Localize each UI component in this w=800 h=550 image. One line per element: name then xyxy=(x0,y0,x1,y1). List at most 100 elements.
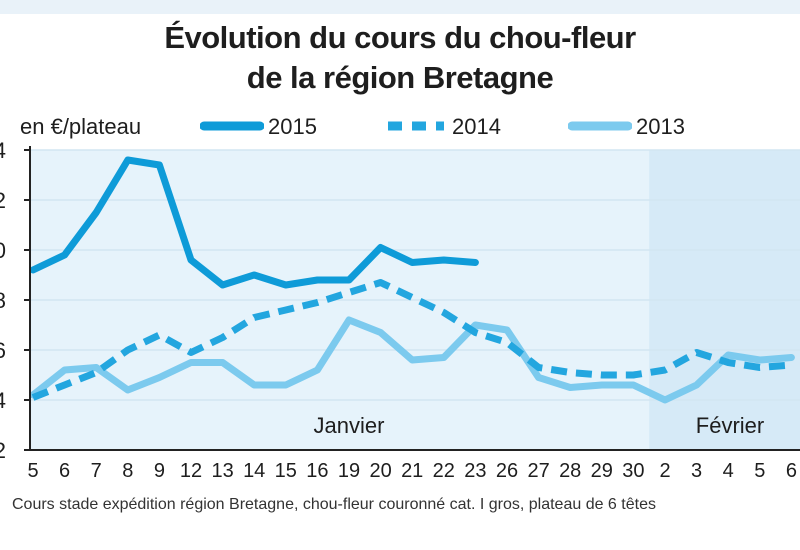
x-tick-label: 21 xyxy=(401,460,423,482)
data-point-2014 xyxy=(63,384,66,387)
x-tick-label: 19 xyxy=(338,460,360,482)
data-point-2015 xyxy=(411,261,414,264)
data-point-2015 xyxy=(379,246,382,249)
data-point-2015 xyxy=(316,279,319,282)
y-tick-label: 12 xyxy=(0,188,6,213)
data-point-2015 xyxy=(190,259,193,262)
data-point-2014 xyxy=(632,374,635,377)
x-tick-label: 20 xyxy=(369,460,391,482)
chart-title: Évolution du cours du chou-fleur de la r… xyxy=(0,18,800,98)
legend-swatch-2015 xyxy=(200,121,264,131)
top-band xyxy=(0,0,800,14)
data-point-2014 xyxy=(348,291,351,294)
legend-label-2014: 2014 xyxy=(452,114,501,139)
data-point-2013 xyxy=(695,384,698,387)
data-point-2013 xyxy=(379,331,382,334)
data-point-2013 xyxy=(506,329,509,332)
data-point-2015 xyxy=(126,159,129,162)
series-line-2013 xyxy=(29,316,795,404)
data-point-2015 xyxy=(32,269,35,272)
data-point-2014 xyxy=(537,366,540,369)
x-tick-label: 15 xyxy=(275,460,297,482)
x-tick-label: 22 xyxy=(433,460,455,482)
y-tick-label: 2 xyxy=(0,438,6,463)
x-tick-label: 8 xyxy=(122,460,133,482)
y-tick-label: 6 xyxy=(0,338,6,363)
chart-title-line2: de la région Bretagne xyxy=(246,60,554,95)
data-point-2015 xyxy=(284,284,287,287)
x-tick-label: 26 xyxy=(496,460,518,482)
x-tick-label: 30 xyxy=(622,460,644,482)
data-point-2015 xyxy=(474,261,477,264)
data-point-2014 xyxy=(474,331,477,334)
data-point-2014 xyxy=(442,311,445,314)
x-tick-label: 12 xyxy=(180,460,202,482)
data-point-2013 xyxy=(316,369,319,372)
data-point-2014 xyxy=(379,281,382,284)
x-tick-label: 13 xyxy=(211,460,233,482)
data-point-2013 xyxy=(537,376,540,379)
data-point-2014 xyxy=(221,336,224,339)
data-point-2015 xyxy=(63,254,66,257)
legend-label-2015: 2015 xyxy=(268,114,317,139)
y-tick-label: 4 xyxy=(0,388,6,413)
data-point-2015 xyxy=(158,164,161,167)
x-tick-label: 2 xyxy=(659,460,670,482)
legend-label-2013: 2013 xyxy=(636,114,685,139)
y-tick-label: 8 xyxy=(0,288,6,313)
x-tick-label: 23 xyxy=(464,460,486,482)
legend-swatch-2014 xyxy=(388,121,444,131)
data-point-2015 xyxy=(253,274,256,277)
data-point-2013 xyxy=(348,319,351,322)
data-point-2014 xyxy=(600,374,603,377)
x-tick-label: 14 xyxy=(243,460,265,482)
x-tick-label: 3 xyxy=(691,460,702,482)
legend-swatch-2013 xyxy=(568,121,632,131)
data-point-2014 xyxy=(190,351,193,354)
data-point-2014 xyxy=(569,371,572,374)
data-point-2014 xyxy=(316,301,319,304)
data-point-2013 xyxy=(411,359,414,362)
month-label: Janvier xyxy=(314,413,385,438)
data-point-2014 xyxy=(695,351,698,354)
data-point-2014 xyxy=(411,296,414,299)
data-point-2014 xyxy=(727,361,730,364)
x-tick-label: 6 xyxy=(59,460,70,482)
month-label: Février xyxy=(696,413,764,438)
x-tick-label: 7 xyxy=(91,460,102,482)
y-tick-label: 10 xyxy=(0,238,6,263)
data-point-2013 xyxy=(790,356,793,359)
x-tick-label: 16 xyxy=(306,460,328,482)
x-tick-label: 29 xyxy=(591,460,613,482)
data-point-2014 xyxy=(284,309,287,312)
data-point-2013 xyxy=(569,386,572,389)
data-point-2013 xyxy=(221,361,224,364)
data-point-2013 xyxy=(442,356,445,359)
data-point-2013 xyxy=(63,369,66,372)
data-point-2015 xyxy=(221,284,224,287)
x-tick-label: 28 xyxy=(559,460,581,482)
data-point-2015 xyxy=(442,259,445,262)
footnote: Cours stade expédition région Bretagne, … xyxy=(12,496,656,513)
x-tick-label: 27 xyxy=(527,460,549,482)
data-point-2014 xyxy=(32,396,35,399)
data-point-2013 xyxy=(474,324,477,327)
data-point-2013 xyxy=(632,384,635,387)
data-point-2013 xyxy=(126,389,129,392)
data-point-2013 xyxy=(600,384,603,387)
data-point-2013 xyxy=(190,361,193,364)
chart-title-line1: Évolution du cours du chou-fleur xyxy=(164,20,636,55)
data-point-2014 xyxy=(95,371,98,374)
data-point-2013 xyxy=(664,399,667,402)
data-point-2015 xyxy=(348,279,351,282)
data-point-2015 xyxy=(95,211,98,214)
data-point-2014 xyxy=(506,341,509,344)
data-point-2013 xyxy=(158,376,161,379)
legend: en €/plateau 2015 2014 2013 xyxy=(0,110,800,144)
x-tick-label: 5 xyxy=(754,460,765,482)
data-point-2014 xyxy=(758,366,761,369)
data-point-2014 xyxy=(126,349,129,352)
data-point-2014 xyxy=(158,334,161,337)
x-tick-label: 5 xyxy=(27,460,38,482)
